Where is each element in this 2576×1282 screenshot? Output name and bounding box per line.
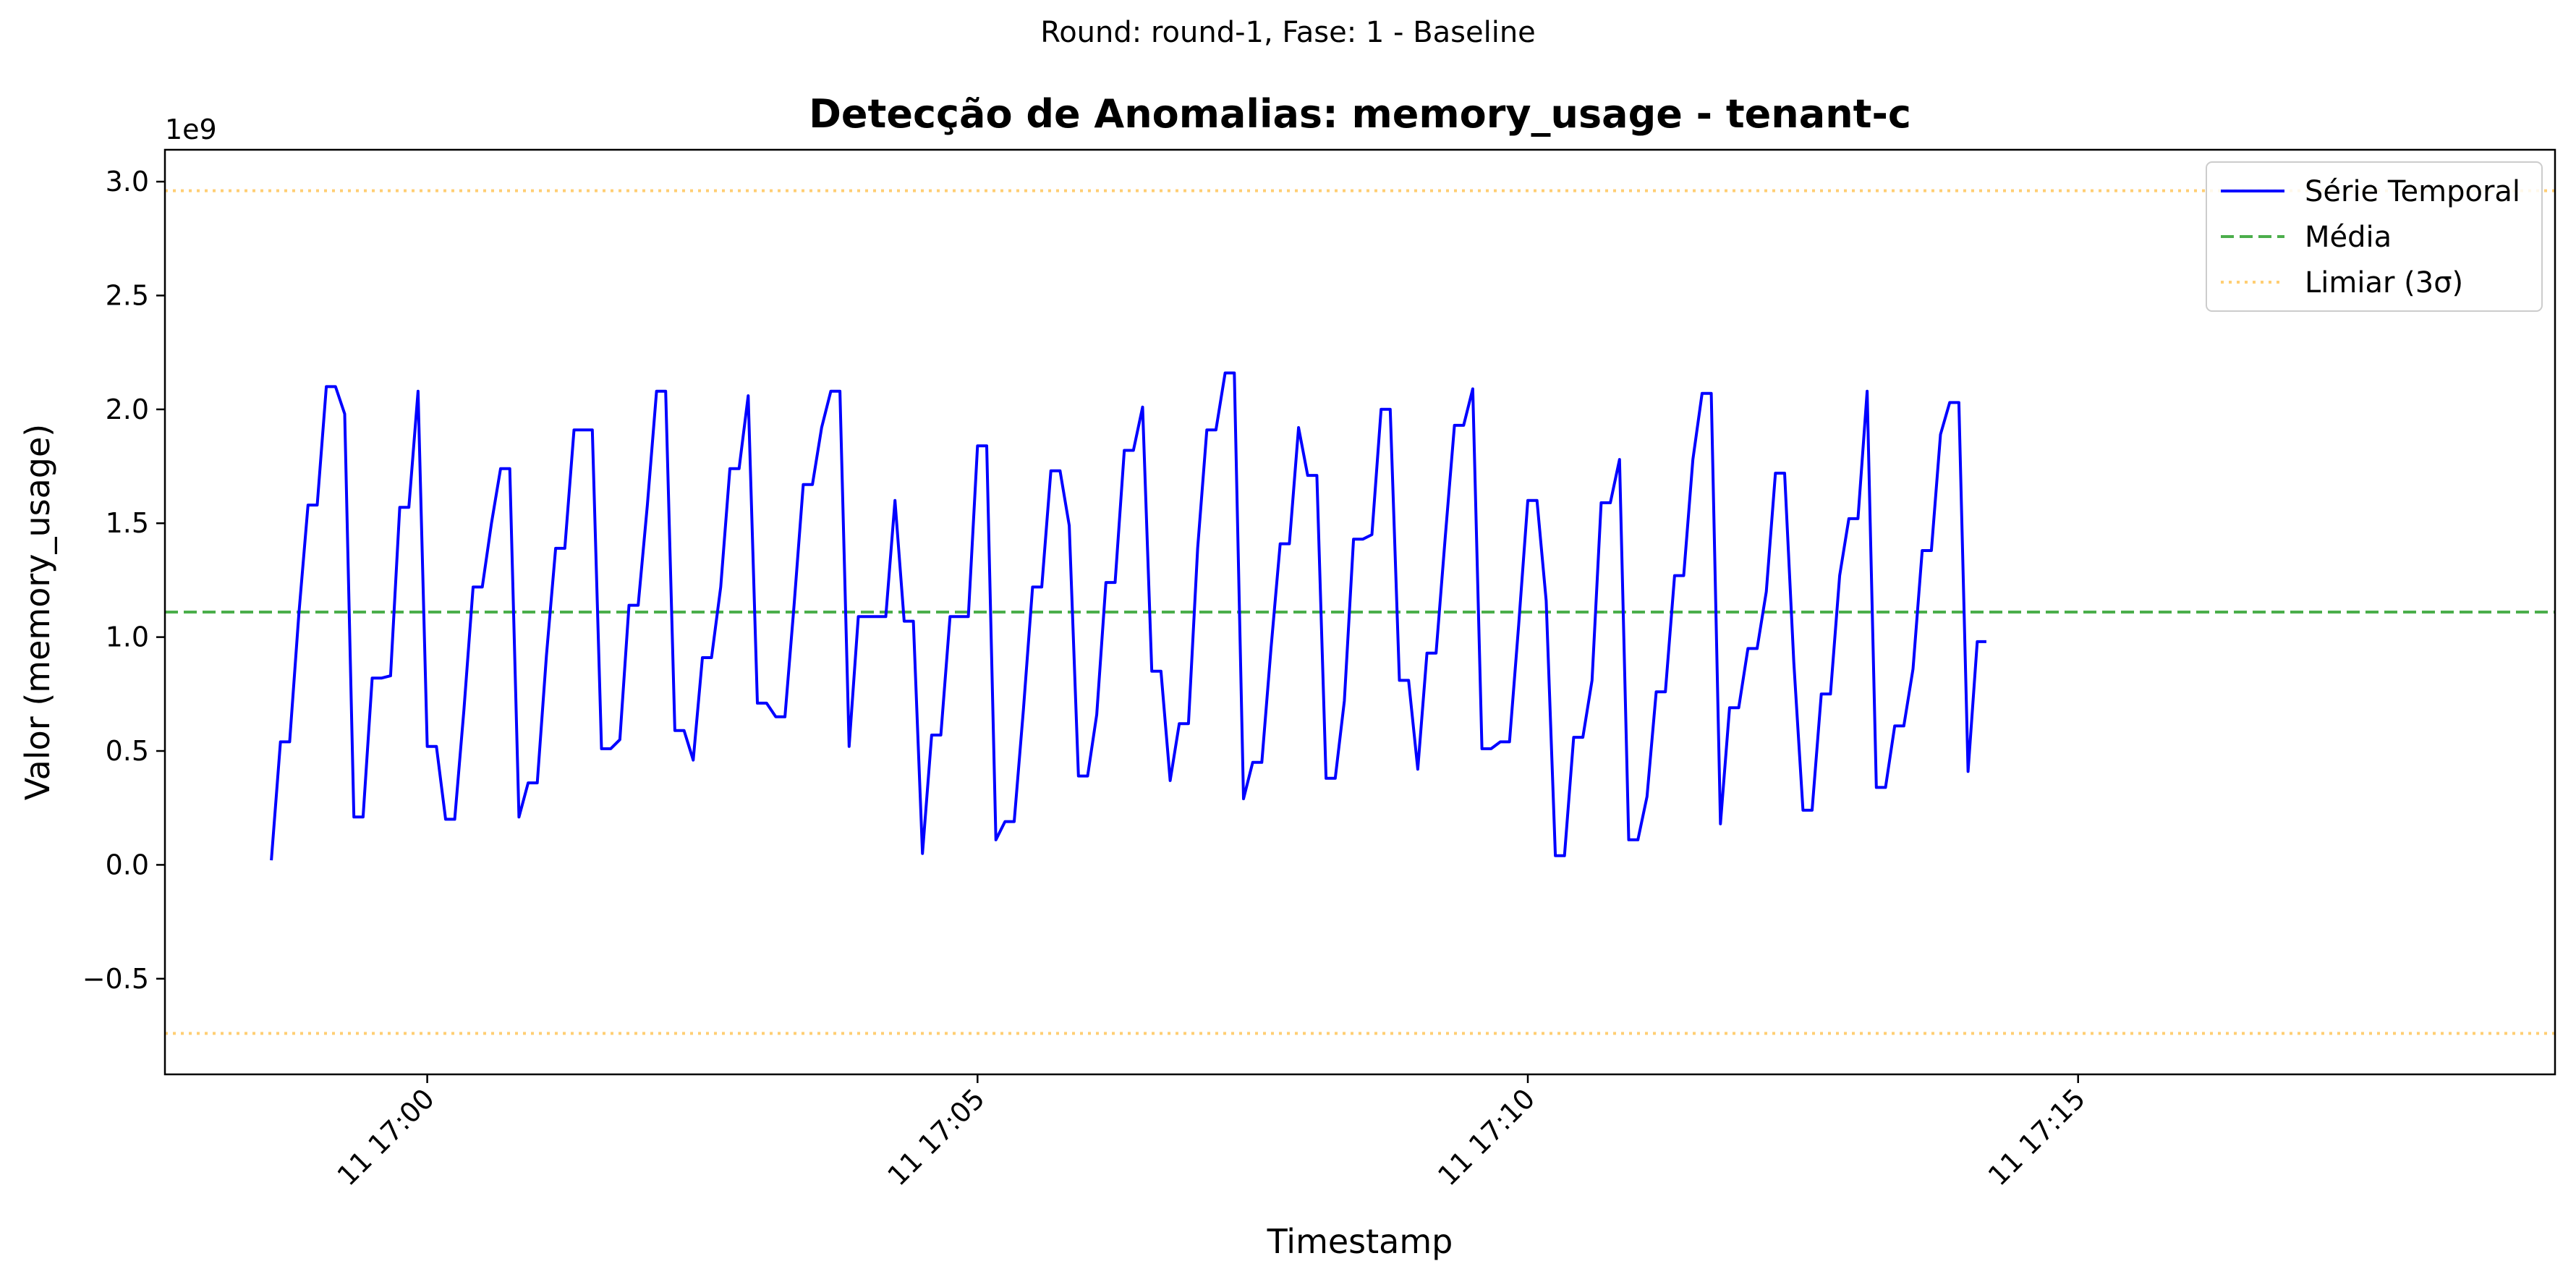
plot-frame	[163, 148, 2556, 1076]
y-tick-label: 0.5	[106, 735, 149, 767]
legend-label-threshold: Limiar (3σ)	[2305, 266, 2463, 300]
x-tick-label: 11 17:15	[1982, 1082, 2091, 1192]
x-tick-label: 11 17:10	[1432, 1082, 1541, 1192]
y-tick-label: 2.5	[106, 279, 149, 311]
figure-suptitle: Round: round-1, Fase: 1 - Baseline	[1040, 16, 1536, 49]
time-series-line	[270, 371, 1986, 861]
x-tick-label: 11 17:05	[881, 1082, 990, 1192]
y-offset-label: 1e9	[165, 114, 217, 145]
y-tick-label: −0.5	[82, 963, 149, 995]
y-tick-label: 2.0	[106, 394, 149, 425]
chart-title: Detecção de Anomalias: memory_usage - te…	[809, 91, 1911, 137]
x-tick-label: 11 17:00	[331, 1082, 441, 1192]
legend: Série Temporal Média Limiar (3σ)	[2206, 161, 2543, 312]
legend-label-series: Série Temporal	[2305, 175, 2520, 208]
legend-box	[2206, 161, 2543, 312]
y-tick-label: 0.0	[106, 849, 149, 880]
y-tick-label: 3.0	[106, 166, 149, 198]
legend-label-mean: Média	[2305, 221, 2392, 254]
y-axis-label: Valor (memory_usage)	[18, 424, 57, 800]
plot-layer	[165, 189, 2555, 1035]
y-tick-label: 1.5	[106, 507, 149, 539]
x-axis-label: Timestamp	[1267, 1222, 1453, 1261]
y-tick-label: 1.0	[106, 621, 149, 653]
